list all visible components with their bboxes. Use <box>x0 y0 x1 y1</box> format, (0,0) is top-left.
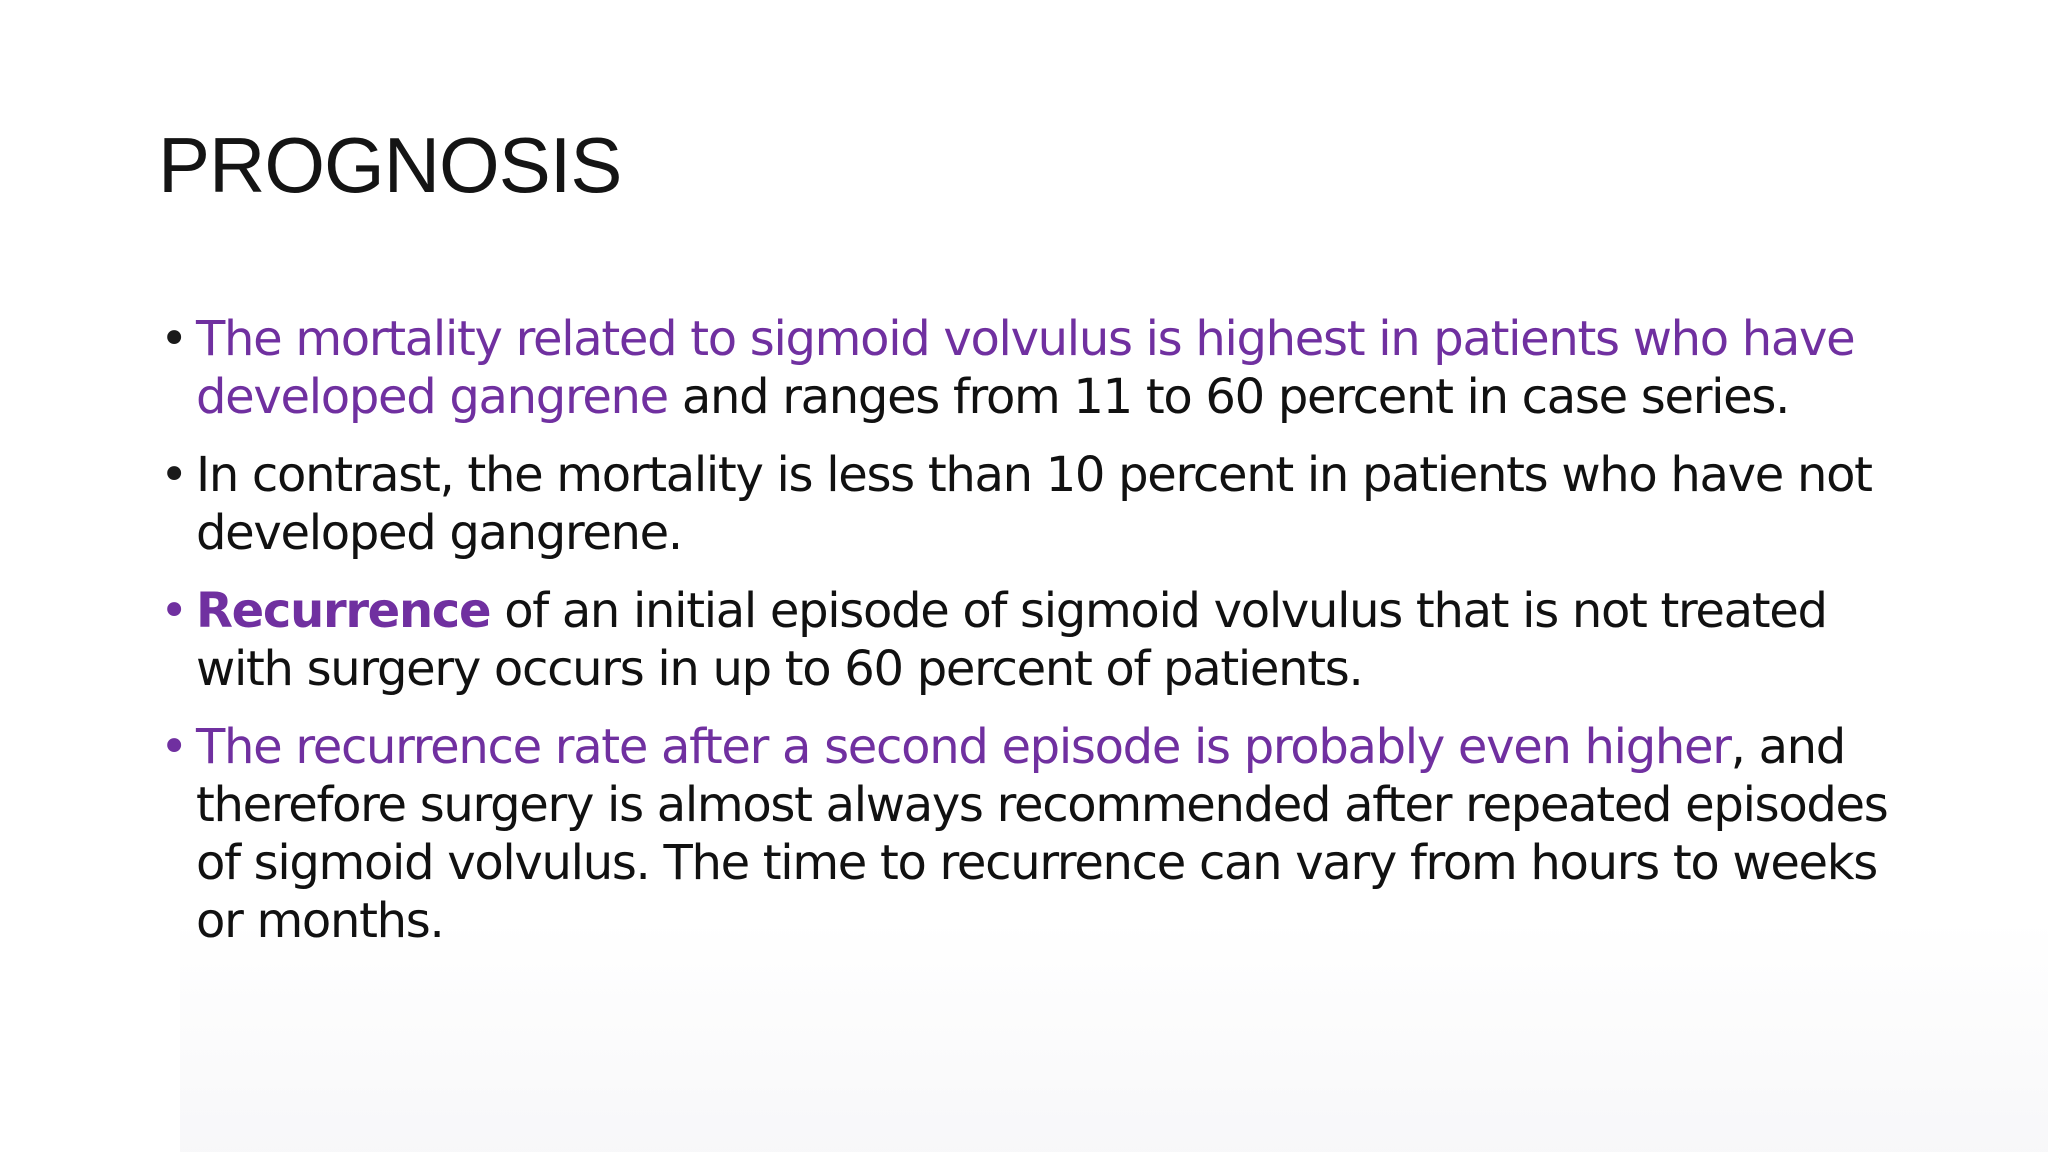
bullet-text: of an initial episode of sigmoid volvulu… <box>196 583 1828 697</box>
bullet-text: , and therefore surgery is almost always… <box>196 719 1889 949</box>
bullet-text: and ranges from 11 to 60 percent in case… <box>667 369 1791 425</box>
bullet-marker: • <box>160 311 188 367</box>
bullet-item-mortality-no-gangrene: • In contrast, the mortality is less tha… <box>160 446 1920 562</box>
bullet-text-keyword: Recurrence <box>196 583 492 639</box>
bullet-marker: • <box>160 719 188 775</box>
bullet-marker: • <box>160 447 188 503</box>
bullet-item-mortality-gangrene: • The mortality related to sigmoid volvu… <box>160 310 1920 426</box>
bullet-item-recurrence-rate: • The recurrence rate after a second epi… <box>160 718 1920 950</box>
bullet-list: • The mortality related to sigmoid volvu… <box>160 310 1920 970</box>
slide-title: PROGNOSIS <box>158 121 622 209</box>
slide-bottom-shade <box>180 920 2048 1152</box>
bullet-text-highlight: The mortality related to sigmoid volvulu… <box>196 311 1856 425</box>
bullet-text: In contrast, the mortality is less than … <box>196 447 1873 561</box>
bullet-item-recurrence: • Recurrence of an initial episode of si… <box>160 582 1920 698</box>
bullet-marker: • <box>160 583 188 639</box>
bullet-text-highlight: The recurrence rate after a second episo… <box>196 719 1732 775</box>
